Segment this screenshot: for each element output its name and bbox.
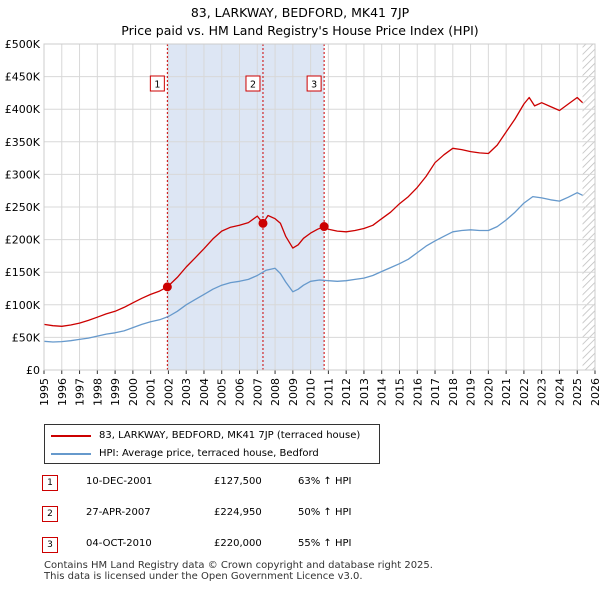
sale-marker-box [245, 75, 261, 92]
plot-frame [43, 43, 596, 371]
y-tick-label: £50K [12, 331, 41, 344]
sale-hpi-change: 63% ↑ HPI [298, 476, 352, 487]
x-tick-label: 2025 [571, 378, 584, 406]
series-line [43, 96, 584, 327]
footer-copyright: Contains HM Land Registry data © Crown c… [44, 560, 433, 571]
price-chart: 1 2 3 £0 £50K £100K £150K £200K £250K £300K £350K… [5, 38, 600, 406]
y-tick-label: £200K [5, 234, 41, 247]
sale-price: £127,500 [214, 476, 262, 487]
x-tick-label: 1997 [74, 378, 87, 406]
chart-title: 83, LARKWAY, BEDFORD, MK41 7JP Price pai… [0, 4, 600, 40]
sale-marker-badge: 2 [42, 506, 58, 522]
x-tick-label: 2008 [269, 378, 282, 406]
sales-table: 1 10-DEC-2001 £127,500 63% ↑ HPI 2 27-AP… [42, 470, 462, 563]
y-tick-label: £450K [5, 71, 41, 84]
x-tick-label: 2017 [429, 378, 442, 406]
x-tick-label: 2018 [447, 378, 460, 406]
y-tick-label: £500K [5, 38, 41, 51]
x-tick-label: 2001 [145, 378, 158, 406]
sale-price: £220,000 [214, 538, 262, 549]
legend-swatch-hpi [51, 453, 91, 455]
sale-hpi-change: 55% ↑ HPI [298, 538, 352, 549]
legend-label-property: 83, LARKWAY, BEDFORD, MK41 7JP (terraced… [99, 430, 361, 441]
sale-point [162, 282, 172, 292]
x-tick-label: 2024 [553, 378, 566, 406]
sale-hpi-change: 50% ↑ HPI [298, 507, 352, 518]
x-tick-label: 2005 [216, 378, 229, 406]
legend-label-hpi: HPI: Average price, terraced house, Bedf… [99, 448, 319, 459]
series-line [43, 192, 583, 343]
x-tick-label: 2009 [287, 378, 300, 406]
x-tick-label: 2011 [322, 378, 335, 406]
x-tick-label: 2004 [198, 378, 211, 406]
sale-point [319, 222, 329, 232]
sale-marker-label: 2 [250, 80, 256, 91]
table-row: 3 04-OCT-2010 £220,000 55% ↑ HPI [42, 532, 462, 563]
chart-title-line1: 83, LARKWAY, BEDFORD, MK41 7JP [190, 5, 410, 20]
table-row: 1 10-DEC-2001 £127,500 63% ↑ HPI [42, 470, 462, 501]
x-tick-label: 1996 [56, 378, 69, 406]
y-tick-label: £150K [5, 266, 41, 279]
table-row: 2 27-APR-2007 £224,950 50% ↑ HPI [42, 501, 462, 532]
x-tick-label: 1998 [91, 378, 104, 406]
sale-marker-box [306, 75, 322, 92]
x-tick-label: 2012 [340, 378, 353, 406]
x-tick-label: 2014 [376, 378, 389, 406]
legend: 83, LARKWAY, BEDFORD, MK41 7JP (terraced… [44, 424, 380, 464]
x-tick-label: 2015 [393, 378, 406, 406]
sale-marker-badge: 3 [42, 537, 58, 553]
y-tick-label: £250K [5, 201, 41, 214]
footer-licence: This data is licensed under the Open Gov… [44, 571, 363, 582]
sale-marker-badge: 1 [42, 475, 58, 491]
footer: Contains HM Land Registry data © Crown c… [44, 560, 433, 582]
x-tick-label: 2002 [162, 378, 175, 406]
sale-marker-label: 3 [311, 80, 317, 91]
x-tick-label: 2019 [465, 378, 478, 406]
sale-marker-label: 1 [154, 80, 160, 91]
x-tick-label: 2007 [251, 378, 264, 406]
sale-price: £224,950 [214, 507, 262, 518]
y-tick-label: £350K [5, 136, 41, 149]
sale-date: 27-APR-2007 [86, 507, 151, 518]
y-tick-label: £400K [5, 103, 41, 116]
x-tick-label: 2021 [500, 378, 513, 406]
y-tick-label: £0 [26, 364, 40, 377]
x-tick-label: 2000 [127, 378, 140, 406]
x-tick-label: 2020 [482, 378, 495, 406]
x-tick-label: 1999 [109, 378, 122, 406]
y-tick-label: £300K [5, 168, 41, 181]
legend-swatch-property [51, 435, 91, 437]
y-tick-label: £100K [5, 299, 41, 312]
sale-point [258, 218, 268, 228]
sale-marker-box [149, 75, 165, 92]
x-tick-label: 2013 [358, 378, 371, 406]
chart-title-line2: Price paid vs. HM Land Registry's House … [121, 23, 479, 38]
x-tick-label: 2023 [536, 378, 549, 406]
sale-date: 04-OCT-2010 [86, 538, 152, 549]
x-tick-label: 1995 [38, 378, 51, 406]
x-tick-label: 2006 [234, 378, 247, 406]
x-tick-label: 2003 [180, 378, 193, 406]
x-tick-label: 2016 [411, 378, 424, 406]
x-tick-label: 2022 [518, 378, 531, 406]
sale-date: 10-DEC-2001 [86, 476, 153, 487]
x-tick-label: 2010 [305, 378, 318, 406]
x-tick-label: 2026 [589, 378, 600, 406]
